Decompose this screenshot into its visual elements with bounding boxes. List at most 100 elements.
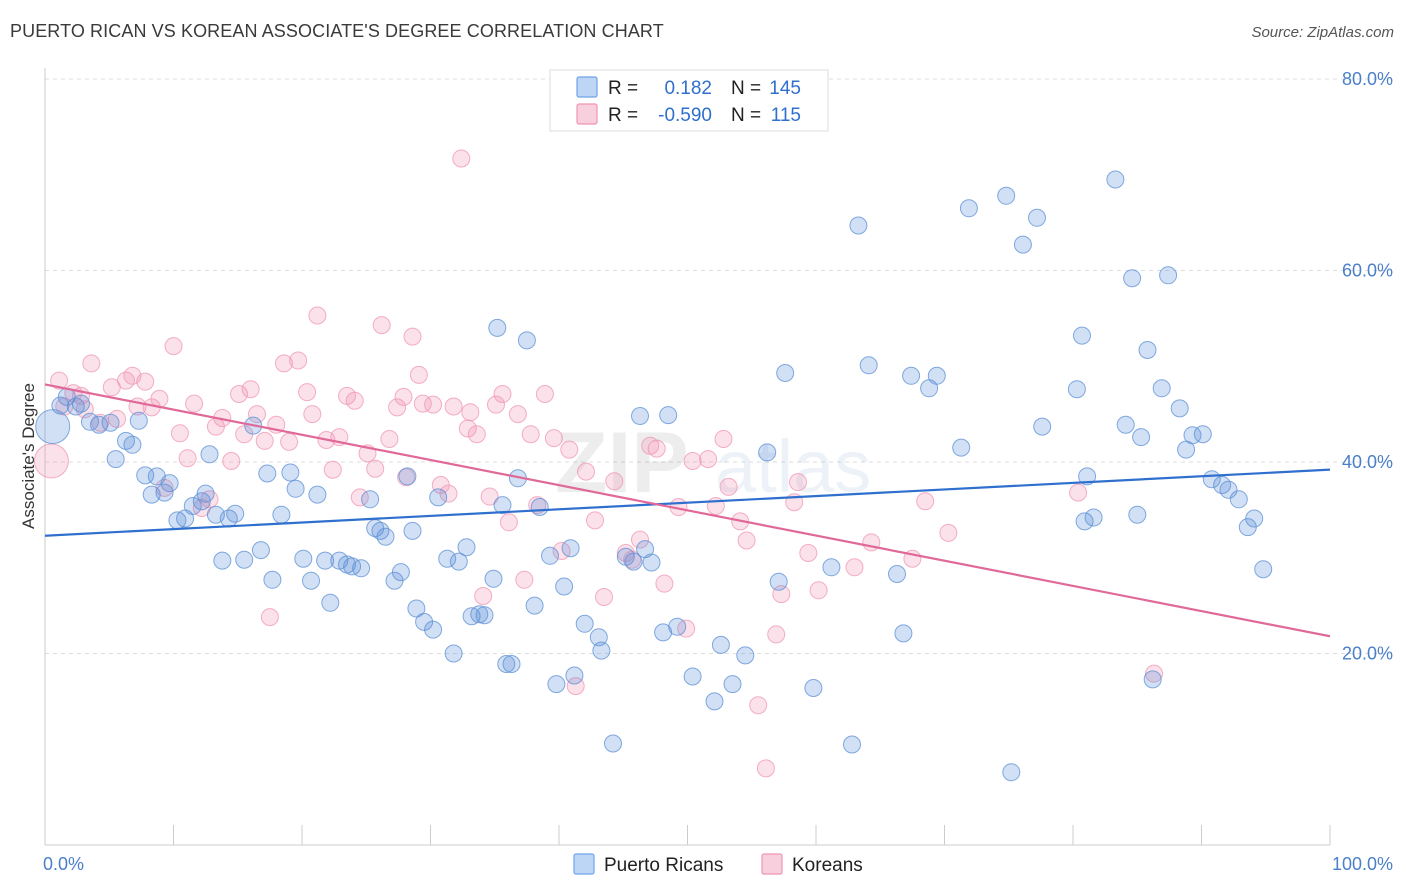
puerto-rican-point — [952, 438, 971, 457]
korean-point — [845, 558, 864, 577]
puerto-rican-point — [1123, 269, 1142, 288]
puerto-rican-point — [758, 443, 777, 462]
watermark-zip: ZIP — [555, 415, 689, 511]
puerto-rican-point — [1229, 490, 1248, 509]
korean-point — [380, 430, 399, 448]
puerto-rican-point — [547, 675, 566, 694]
puerto-rican-point — [659, 406, 678, 425]
puerto-rican-point — [525, 596, 544, 615]
korean-point — [939, 523, 958, 542]
puerto-rican-points — [35, 170, 1273, 782]
korean-point — [683, 452, 702, 470]
puerto-rican-point — [859, 356, 878, 375]
puerto-rican-point — [1084, 508, 1103, 527]
korean-point — [749, 696, 768, 715]
correlation-legend: R = 0.182 N = 145 R = -0.590 N = 115 — [549, 69, 829, 132]
puerto-rican-point — [424, 620, 443, 639]
tick-labels: 20.0% 40.0% 60.0% 80.0% 0.0% 100.0% — [43, 69, 1393, 874]
puerto-rican-point — [263, 570, 282, 589]
puerto-rican-point — [1170, 399, 1189, 418]
korean-point — [714, 430, 733, 448]
puerto-rican-point — [1159, 266, 1178, 285]
korean-point — [493, 385, 512, 403]
korean-point — [230, 385, 248, 403]
korean-point — [699, 450, 718, 469]
puerto-rican-point — [302, 571, 320, 590]
korean-point — [308, 306, 327, 325]
puerto-rican-point — [642, 553, 661, 572]
puerto-rican-point — [251, 541, 270, 560]
korean-point — [756, 759, 775, 778]
korean-point — [655, 574, 674, 593]
puerto-rican-point — [183, 497, 202, 515]
puerto-rican-point — [541, 546, 559, 565]
puerto-rican-point — [736, 646, 755, 665]
korean-point — [631, 530, 649, 549]
puerto-rican-point — [35, 409, 71, 445]
korean-point — [280, 432, 299, 451]
korean-point — [394, 387, 413, 406]
puerto-rican-point — [804, 679, 823, 697]
korean-point — [647, 439, 666, 458]
puerto-rican-point — [1078, 467, 1097, 486]
legend-n-value: 145 — [769, 78, 801, 99]
korean-point — [222, 452, 241, 470]
puerto-rican-point — [575, 614, 594, 633]
puerto-rican-point — [1152, 379, 1171, 398]
puerto-rican-point — [449, 552, 468, 571]
korean-point — [535, 385, 554, 403]
puerto-rican-point — [1067, 380, 1086, 399]
puerto-rican-point — [213, 551, 232, 570]
korean-point — [388, 398, 407, 417]
korean-point — [480, 487, 499, 506]
korean-point — [467, 425, 486, 444]
korean-point — [397, 468, 416, 487]
korean-point — [515, 570, 534, 589]
puerto-rican-point — [927, 366, 946, 385]
korean-point — [444, 397, 463, 416]
korean-point — [595, 588, 613, 606]
puerto-rican-point — [72, 394, 90, 413]
puerto-rican-point — [902, 366, 921, 385]
korean-point — [298, 383, 317, 402]
puerto-rican-point — [1138, 341, 1157, 359]
puerto-rican-point — [258, 464, 277, 483]
puerto-rican-point — [129, 411, 148, 430]
puerto-rican-point — [196, 484, 215, 503]
korean-point — [241, 380, 260, 399]
korean-point — [719, 477, 738, 496]
puerto-rican-point — [352, 559, 371, 578]
korean-point — [117, 371, 135, 390]
puerto-rican-point — [371, 521, 390, 540]
korean-point — [136, 372, 155, 391]
korean-point — [303, 405, 322, 424]
legend-label-puerto-ricans: Puerto Ricans — [604, 855, 723, 876]
y-tick-label: 20.0% — [1342, 644, 1393, 664]
legend-n-value: 115 — [771, 105, 801, 126]
puerto-rican-point — [407, 599, 426, 618]
puerto-rican-point — [959, 199, 978, 218]
korean-point — [345, 391, 364, 410]
korean-point — [1069, 483, 1088, 502]
puerto-rican-point — [101, 413, 120, 432]
korean-point — [789, 473, 807, 492]
puerto-rican-point — [997, 186, 1016, 205]
korean-point — [248, 405, 266, 424]
puerto-rican-point — [888, 565, 906, 583]
korean-point — [185, 394, 204, 413]
puerto-rican-point — [849, 216, 868, 235]
puerto-rican-point — [316, 551, 335, 570]
puerto-rican-point — [429, 488, 448, 507]
puerto-rican-point — [160, 474, 179, 493]
legend-swatch-koreans — [576, 103, 598, 125]
korean-point — [577, 462, 595, 481]
puerto-rican-point — [604, 734, 622, 753]
puerto-rican-point — [497, 655, 516, 673]
puerto-rican-point — [1033, 417, 1052, 436]
puerto-rican-point — [1073, 326, 1091, 345]
korean-point — [737, 531, 756, 550]
korean-point — [50, 371, 69, 390]
axes-layer — [44, 68, 1331, 846]
legend-r-label: R = — [608, 78, 638, 99]
korean-point — [409, 365, 428, 384]
